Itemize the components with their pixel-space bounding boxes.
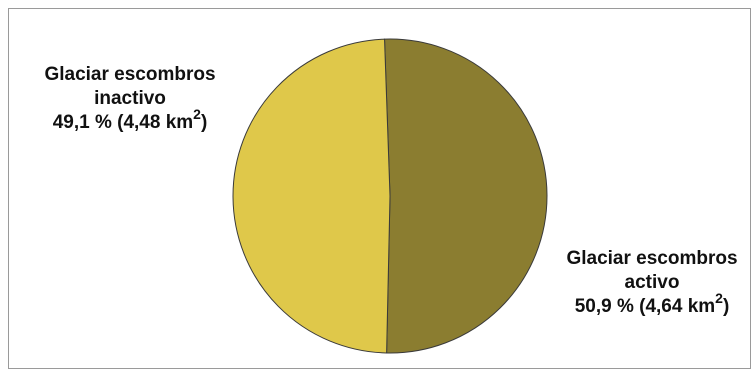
slice-value-inactive: 49,1 % (4,48 km2): [52, 105, 208, 133]
slice-label-inactive-line2: inactivo: [94, 88, 166, 109]
pie-slice-inactive: [232, 38, 391, 354]
slice-label-active-line1: Glaciar escombros: [566, 248, 738, 269]
slice-label-active-line2: activo: [624, 272, 680, 293]
pie-slices-group: [232, 38, 548, 354]
pie-slice-active: [384, 38, 548, 354]
slice-value-active: 50,9 % (4,64 km2): [574, 289, 730, 317]
slice-label-inactive: Glaciar escombros inactivo 49,1 % (4,48 …: [10, 63, 250, 135]
slice-label-inactive-line1: Glaciar escombros: [44, 64, 216, 85]
slice-label-active: Glaciar escombros activo 50,9 % (4,64 km…: [532, 247, 753, 319]
